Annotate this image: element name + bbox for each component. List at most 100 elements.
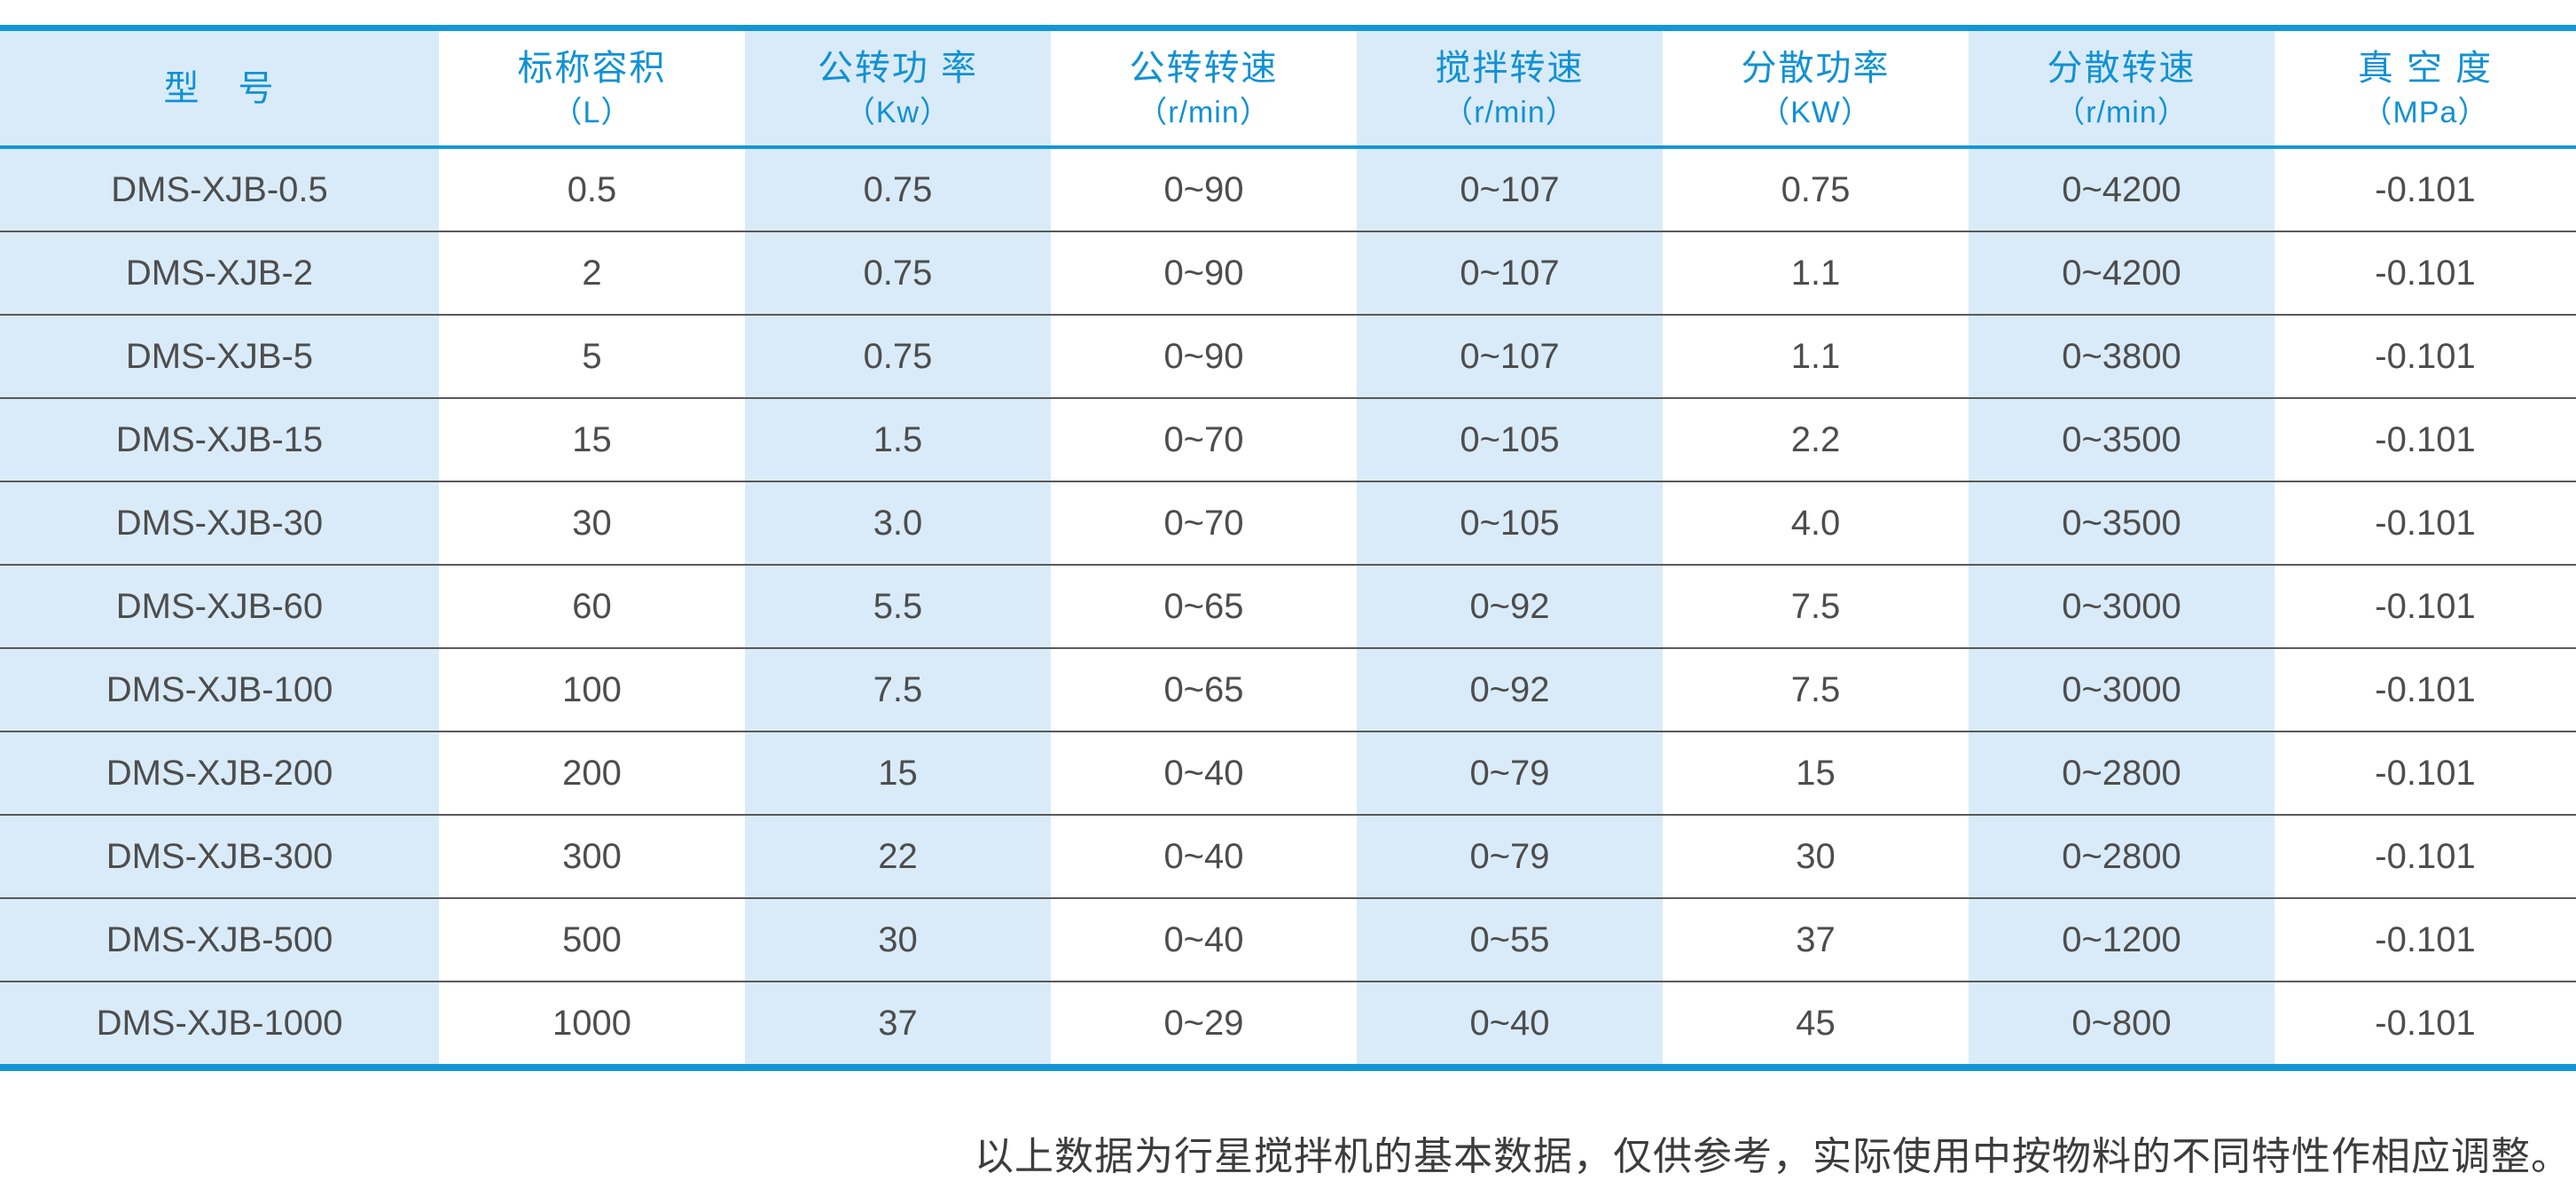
column-header-revolution-speed: 公转转速 （r/min） (1051, 27, 1357, 149)
planetary-mixer-spec-table: 型 号 标称容积 （L） 公转功 率 （Kw） 公转转速 （r/min） 搅拌转… (0, 25, 2576, 1071)
header-unit: （r/min） (2055, 95, 2188, 129)
table-row: DMS-XJB-15 15 1.5 0~70 0~105 2.2 0~3500 … (0, 397, 2576, 481)
cell-revolution-speed: 0~70 (1051, 397, 1357, 481)
table-body: DMS-XJB-0.5 0.5 0.75 0~90 0~107 0.75 0~4… (0, 147, 2576, 1068)
column-header-dispersion-power: 分散功率 （KW） (1663, 27, 1969, 149)
cell-revolution-power: 1.5 (745, 397, 1051, 481)
cell-vacuum: -0.101 (2275, 981, 2576, 1068)
spec-sheet: 型 号 标称容积 （L） 公转功 率 （Kw） 公转转速 （r/min） 搅拌转… (0, 25, 2576, 1178)
cell-vacuum: -0.101 (2275, 397, 2576, 481)
cell-vacuum: -0.101 (2275, 314, 2576, 398)
cell-revolution-power: 5.5 (745, 564, 1051, 648)
cell-dispersion-power: 1.1 (1663, 231, 1969, 315)
cell-revolution-speed: 0~90 (1051, 314, 1357, 398)
cell-revolution-speed: 0~90 (1051, 231, 1357, 315)
cell-dispersion-power: 7.5 (1663, 564, 1969, 648)
table-row: DMS-XJB-60 60 5.5 0~65 0~92 7.5 0~3000 -… (0, 564, 2576, 648)
table-row: DMS-XJB-2 2 0.75 0~90 0~107 1.1 0~4200 -… (0, 231, 2576, 315)
footnote: 以上数据为行星搅拌机的基本数据，仅供参考，实际使用中按物料的不同特性作相应调整。 (975, 1135, 2571, 1178)
cell-vacuum: -0.101 (2275, 897, 2576, 982)
cell-dispersion-speed: 0~800 (1969, 981, 2275, 1068)
cell-vacuum: -0.101 (2275, 731, 2576, 815)
header-title: 分散转速 (2047, 48, 2196, 88)
cell-dispersion-speed: 0~3500 (1969, 397, 2275, 481)
cell-dispersion-power: 15 (1663, 731, 1969, 815)
cell-dispersion-power: 37 (1663, 897, 1969, 982)
cell-dispersion-power: 0.75 (1663, 147, 1969, 231)
table-row: DMS-XJB-200 200 15 0~40 0~79 15 0~2800 -… (0, 731, 2576, 815)
table-row: DMS-XJB-100 100 7.5 0~65 0~92 7.5 0~3000… (0, 647, 2576, 731)
cell-capacity: 200 (439, 731, 745, 815)
cell-stirring-speed: 0~79 (1357, 731, 1663, 815)
cell-capacity: 0.5 (439, 147, 745, 231)
cell-capacity: 60 (439, 564, 745, 648)
header-title: 公转功 率 (817, 48, 979, 88)
table-row: DMS-XJB-30 30 3.0 0~70 0~105 4.0 0~3500 … (0, 481, 2576, 565)
cell-dispersion-power: 45 (1663, 981, 1969, 1068)
cell-dispersion-speed: 0~2800 (1969, 814, 2275, 898)
header-title: 分散功率 (1741, 48, 1891, 88)
cell-model: DMS-XJB-100 (0, 647, 439, 731)
table-row: DMS-XJB-1000 1000 37 0~29 0~40 45 0~800 … (0, 981, 2576, 1068)
cell-model: DMS-XJB-200 (0, 731, 439, 815)
cell-dispersion-speed: 0~3000 (1969, 564, 2275, 648)
cell-stirring-speed: 0~105 (1357, 481, 1663, 565)
cell-dispersion-power: 4.0 (1663, 481, 1969, 565)
header-row: 型 号 标称容积 （L） 公转功 率 （Kw） 公转转速 （r/min） 搅拌转… (0, 27, 2576, 149)
cell-model: DMS-XJB-15 (0, 397, 439, 481)
table-row: DMS-XJB-5 5 0.75 0~90 0~107 1.1 0~3800 -… (0, 314, 2576, 398)
cell-dispersion-speed: 0~1200 (1969, 897, 2275, 982)
cell-revolution-power: 0.75 (745, 314, 1051, 398)
cell-revolution-speed: 0~65 (1051, 647, 1357, 731)
cell-vacuum: -0.101 (2275, 647, 2576, 731)
cell-model: DMS-XJB-5 (0, 314, 439, 398)
cell-revolution-power: 15 (745, 731, 1051, 815)
header-title: 公转转速 (1129, 48, 1279, 88)
cell-revolution-power: 7.5 (745, 647, 1051, 731)
cell-revolution-speed: 0~70 (1051, 481, 1357, 565)
header-unit: （r/min） (1443, 95, 1577, 129)
cell-capacity: 30 (439, 481, 745, 565)
table-row: DMS-XJB-300 300 22 0~40 0~79 30 0~2800 -… (0, 814, 2576, 898)
cell-revolution-power: 22 (745, 814, 1051, 898)
cell-capacity: 5 (439, 314, 745, 398)
cell-capacity: 1000 (439, 981, 745, 1068)
table-row: DMS-XJB-500 500 30 0~40 0~55 37 0~1200 -… (0, 897, 2576, 982)
cell-stirring-speed: 0~40 (1357, 981, 1663, 1068)
cell-vacuum: -0.101 (2275, 564, 2576, 648)
column-header-nominal-capacity: 标称容积 （L） (439, 27, 745, 149)
cell-revolution-power: 0.75 (745, 231, 1051, 315)
cell-revolution-speed: 0~40 (1051, 897, 1357, 982)
cell-dispersion-speed: 0~4200 (1969, 231, 2275, 315)
header-unit: （KW） (1759, 95, 1872, 129)
column-header-model: 型 号 (0, 27, 439, 149)
cell-capacity: 100 (439, 647, 745, 731)
cell-vacuum: -0.101 (2275, 147, 2576, 231)
header-unit: （L） (552, 95, 632, 129)
cell-dispersion-speed: 0~4200 (1969, 147, 2275, 231)
column-header-revolution-power: 公转功 率 （Kw） (745, 27, 1051, 149)
cell-dispersion-speed: 0~3800 (1969, 314, 2275, 398)
cell-model: DMS-XJB-2 (0, 231, 439, 315)
cell-model: DMS-XJB-500 (0, 897, 439, 982)
header-unit: （MPa） (2361, 95, 2489, 129)
cell-dispersion-speed: 0~3000 (1969, 647, 2275, 731)
column-header-vacuum-degree: 真 空 度 （MPa） (2275, 27, 2576, 149)
column-header-stirring-speed: 搅拌转速 （r/min） (1357, 27, 1663, 149)
cell-model: DMS-XJB-0.5 (0, 147, 439, 231)
cell-revolution-speed: 0~65 (1051, 564, 1357, 648)
cell-stirring-speed: 0~107 (1357, 314, 1663, 398)
header-unit: （r/min） (1137, 95, 1271, 129)
cell-stirring-speed: 0~92 (1357, 564, 1663, 648)
cell-vacuum: -0.101 (2275, 231, 2576, 315)
cell-dispersion-power: 30 (1663, 814, 1969, 898)
cell-revolution-power: 37 (745, 981, 1051, 1068)
cell-capacity: 300 (439, 814, 745, 898)
cell-revolution-speed: 0~29 (1051, 981, 1357, 1068)
cell-stirring-speed: 0~105 (1357, 397, 1663, 481)
cell-model: DMS-XJB-30 (0, 481, 439, 565)
header-title: 真 空 度 (2357, 48, 2494, 88)
cell-dispersion-power: 1.1 (1663, 314, 1969, 398)
cell-stirring-speed: 0~55 (1357, 897, 1663, 982)
cell-dispersion-speed: 0~3500 (1969, 481, 2275, 565)
